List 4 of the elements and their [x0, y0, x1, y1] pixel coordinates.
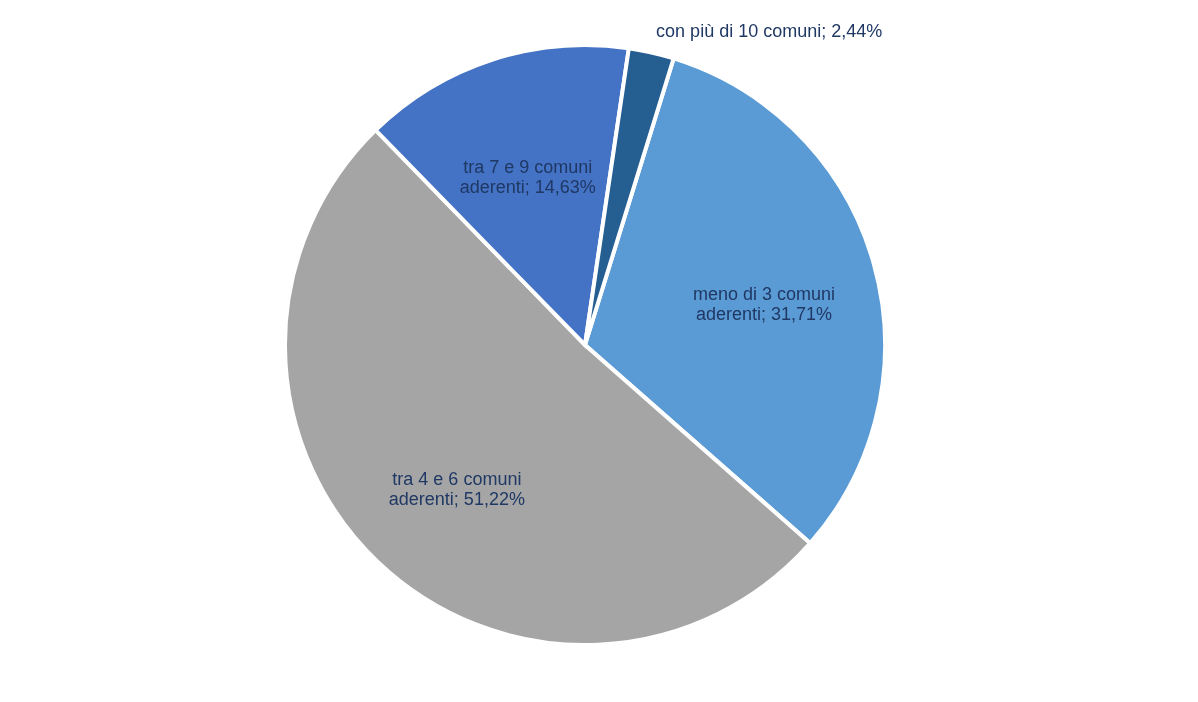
slice-label: tra 7 e 9 comuni aderenti; 14,63% — [459, 157, 596, 198]
slice-label: tra 4 e 6 comuni aderenti; 51,22% — [388, 468, 525, 509]
slice-label: con più di 10 comuni; 2,44% — [656, 20, 883, 41]
slice-label: meno di 3 comuni aderenti; 31,71% — [692, 283, 836, 324]
